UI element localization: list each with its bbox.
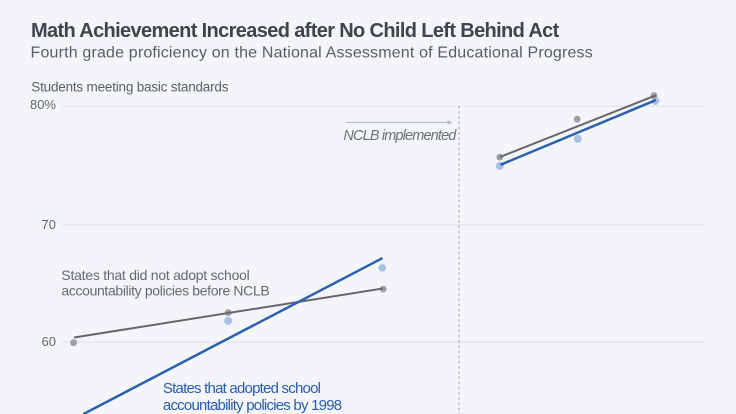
svg-text:States that adopted school: States that adopted school: [163, 380, 321, 397]
svg-text:NCLB implemented: NCLB implemented: [343, 128, 457, 144]
svg-text:accountability policies before: accountability policies before NCLB: [61, 283, 269, 299]
svg-text:80%: 80%: [30, 97, 56, 112]
svg-text:70: 70: [42, 217, 56, 232]
svg-text:60: 60: [42, 334, 56, 349]
svg-text:States that did not adopt scho: States that did not adopt school: [61, 267, 249, 283]
svg-text:Math Achievement Increased aft: Math Achievement Increased after No Chil…: [31, 20, 560, 42]
svg-text:Students meeting basic standar: Students meeting basic standards: [31, 80, 228, 95]
svg-text:Fourth grade proficiency on th: Fourth grade proficiency on the National…: [31, 45, 593, 62]
svg-text:accountability policies by 199: accountability policies by 1998: [163, 397, 342, 414]
